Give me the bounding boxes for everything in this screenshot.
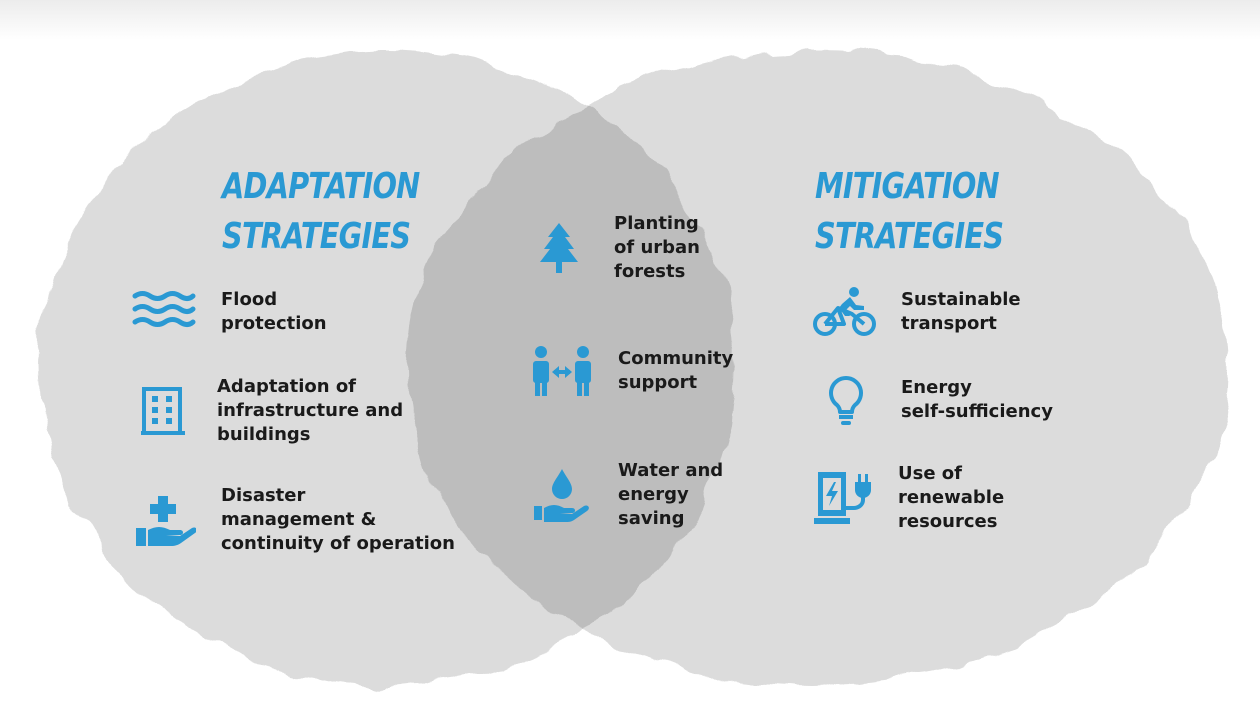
label-line: self-sufficiency — [901, 401, 1053, 422]
label-line: renewable — [898, 487, 1005, 508]
label-line: management & — [221, 509, 377, 530]
label-line: Use of — [898, 463, 963, 484]
building-icon — [140, 386, 186, 438]
label-line: Adaptation of — [217, 376, 357, 397]
label-line: resources — [898, 511, 998, 532]
ev-charger-icon — [814, 470, 874, 526]
adaptation-title-line-1: Adaptation — [222, 166, 420, 207]
energy-self-sufficiency-label: Energy self-sufficiency — [901, 376, 1053, 424]
community-support-label: Community support — [618, 347, 733, 395]
top-shadow-band — [0, 0, 1260, 40]
pine-tree-icon — [538, 222, 580, 274]
people-exchange-icon — [532, 344, 592, 398]
label-line: Flood — [221, 289, 278, 310]
label-line: Disaster — [221, 485, 306, 506]
mitigation-title-line-1: Mitigation — [815, 166, 1000, 207]
flood-protection-label: Flood protection — [221, 288, 327, 336]
label-line: support — [618, 372, 698, 393]
sustainable-transport-label: Sustainable transport — [901, 288, 1021, 336]
adaptation-title-line-2: strategies — [222, 216, 411, 257]
lightbulb-icon — [826, 374, 866, 426]
renewable-resources-label: Use of renewable resources — [898, 462, 1004, 534]
label-line: saving — [618, 508, 685, 529]
label-line: protection — [221, 313, 327, 334]
adaptation-infrastructure-label: Adaptation of infrastructure and buildin… — [217, 375, 403, 447]
mitigation-title-line-2: strategies — [815, 216, 1004, 257]
label-line: Community — [618, 348, 734, 369]
label-line: energy — [618, 484, 689, 505]
hand-medical-cross-icon — [134, 494, 196, 548]
bicycle-rider-icon — [812, 286, 878, 338]
disaster-management-label: Disaster management & continuity of oper… — [221, 484, 455, 556]
label-line: infrastructure and — [217, 400, 404, 421]
label-line: continuity of operation — [221, 533, 455, 554]
label-line: transport — [901, 313, 997, 334]
planting-urban-forests-label: Planting of urban forests — [614, 212, 700, 284]
label-line: buildings — [217, 424, 311, 445]
label-line: Planting — [614, 213, 699, 234]
overlap-region — [408, 50, 736, 686]
label-line: Energy — [901, 377, 972, 398]
mitigation-title: Mitigation strategies — [815, 162, 1004, 262]
label-line: Water and — [618, 460, 724, 481]
label-line: Sustainable — [901, 289, 1021, 310]
label-line: forests — [614, 261, 686, 282]
adaptation-title: Adaptation strategies — [222, 162, 420, 262]
water-energy-saving-label: Water and energy saving — [618, 459, 723, 531]
hand-water-drop-icon — [532, 468, 594, 522]
waves-icon — [132, 290, 196, 336]
label-line: of urban — [614, 237, 701, 258]
